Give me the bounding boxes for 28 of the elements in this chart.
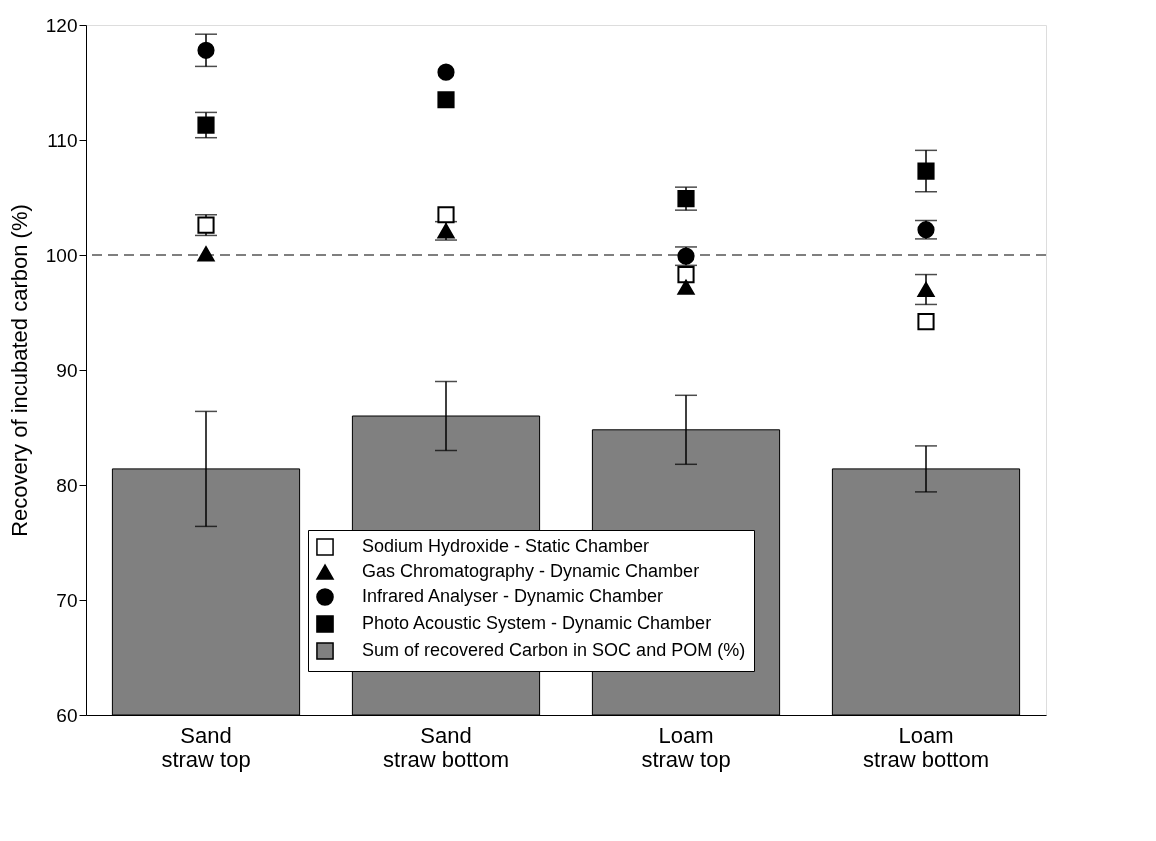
y-tick-label: 60: [56, 704, 78, 726]
y-tick-label: 90: [56, 359, 78, 381]
point: [917, 313, 935, 331]
x-tick-label: Loam straw bottom: [863, 722, 989, 772]
point: [437, 206, 455, 224]
point: [197, 41, 215, 59]
legend-label: Photo Acoustic System - Dynamic Chamber: [362, 613, 712, 633]
point: [437, 91, 455, 109]
point: [677, 265, 695, 284]
point: [197, 116, 215, 134]
y-tick-label: 110: [47, 129, 78, 151]
x-tick-label: Loam straw top: [641, 722, 731, 772]
y-tick-label: 120: [45, 14, 78, 36]
legend-label: Infrared Analyser - Dynamic Chamber: [362, 586, 664, 606]
y-tick-label: 70: [56, 589, 78, 611]
legend-label: Sum of recovered Carbon in SOC and POM (%): [362, 640, 746, 660]
y-axis-title: Recovery of incubated carbon (%): [6, 204, 32, 537]
legend-label: Gas Chromatography - Dynamic Chamber: [362, 561, 700, 581]
x-tick-label: Sand straw bottom: [383, 722, 509, 772]
legend-label: Sodium Hydroxide - Static Chamber: [362, 536, 650, 556]
point: [917, 281, 935, 298]
point: [437, 63, 455, 81]
y-tick-label: 100: [45, 244, 78, 266]
y-tick-label: 80: [56, 474, 78, 496]
point: [917, 162, 935, 180]
point: [197, 246, 215, 262]
point: [677, 279, 695, 295]
x-tick-label: Sand straw top: [161, 722, 251, 772]
